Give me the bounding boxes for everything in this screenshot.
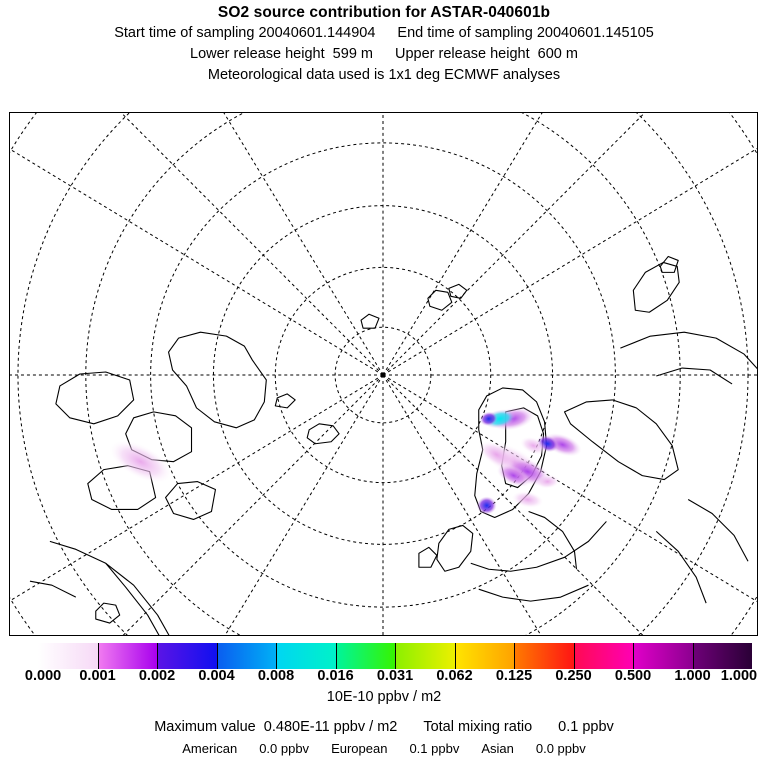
colorbar-tick-6: 0.031 (376, 668, 414, 684)
colorbar-tick-1: 0.001 (79, 668, 116, 684)
meridian-lines (10, 113, 757, 635)
colorbar-segment-11 (692, 643, 752, 669)
colorbar-segment-3 (216, 643, 276, 669)
european-value: 0.1 ppbv (409, 741, 460, 756)
page-title: SO2 source contribution for ASTAR-040601… (217, 4, 551, 21)
colorbar-segment-10 (633, 643, 693, 669)
asian-label: Asian (481, 741, 514, 756)
colorbar-tick-9: 0.250 (555, 668, 592, 684)
colorbar (38, 643, 752, 669)
source-region-line: American 0.0 ppbv European 0.1 ppbv Asian 0.0… (0, 738, 768, 759)
plot-footer: Maximum value 0.480E-11 ppbv / m2 Total m… (0, 716, 768, 759)
colorbar-tick-11: 1.000 (674, 668, 711, 684)
maximum-value-label: Maximum value 0.480E-11 ppbv / m2 (154, 719, 398, 735)
total-mixing-ratio-value: 0.1 ppbv (558, 719, 614, 735)
sampling-time-line: Start time of sampling 20040601.144904 En… (0, 23, 768, 44)
colorbar-segment-7 (454, 643, 514, 669)
colorbar-tick-5: 0.016 (317, 668, 354, 684)
american-value: 0.0 ppbv (259, 741, 310, 756)
upper-release-height-label: Upper release height 600 m (395, 46, 578, 62)
colorbar-tick-0: 0.000 (24, 668, 62, 684)
lower-release-height-label: Lower release height 599 m (190, 46, 373, 62)
end-time-label: End time of sampling 20040601.145105 (397, 25, 654, 41)
colorbar-segment-5 (335, 643, 395, 669)
colorbar-segment-2 (157, 643, 217, 669)
colorbar-tick-7: 0.062 (436, 668, 473, 684)
release-height-line: Lower release height 599 m Upper release … (0, 44, 768, 65)
summary-line: Maximum value 0.480E-11 ppbv / m2 Total m… (0, 716, 768, 738)
colorbar-segment-4 (276, 643, 336, 669)
start-time-label: Start time of sampling 20040601.144904 (114, 25, 376, 41)
colorbar-unit-label: 10E-10 ppbv / m2 (326, 689, 442, 705)
colorbar-segment-6 (395, 643, 455, 669)
colorbar-tick-3: 0.004 (198, 668, 235, 684)
colorbar-segment-9 (573, 643, 633, 669)
colorbar-segment-1 (97, 643, 157, 669)
colorbar-tick-labels: 0.000 0.001 0.002 0.004 0.008 0.016 0.031 0.062… (0, 668, 768, 686)
plume-field (109, 407, 582, 515)
colorbar-segment-8 (514, 643, 574, 669)
map-panel (9, 112, 758, 636)
colorbar-segment-0 (38, 643, 98, 669)
colorbar-tick-10: 0.500 (614, 668, 652, 684)
map-canvas (10, 113, 757, 635)
american-label: American (182, 741, 238, 756)
colorbar-tick-4: 0.008 (257, 668, 295, 684)
plot-header: SO2 source contribution for ASTAR-040601… (0, 0, 768, 86)
european-label: European (331, 741, 388, 756)
asian-value: 0.0 ppbv (535, 741, 586, 756)
colorbar-tick-last: 1.000 (720, 668, 758, 684)
colorbar-tick-2: 0.002 (138, 668, 176, 684)
meteorological-data-label: Meteorological data used is 1x1 deg ECMW… (207, 67, 561, 83)
colorbar-tick-8: 0.125 (495, 668, 533, 684)
total-mixing-ratio-label: Total mixing ratio (423, 719, 533, 735)
